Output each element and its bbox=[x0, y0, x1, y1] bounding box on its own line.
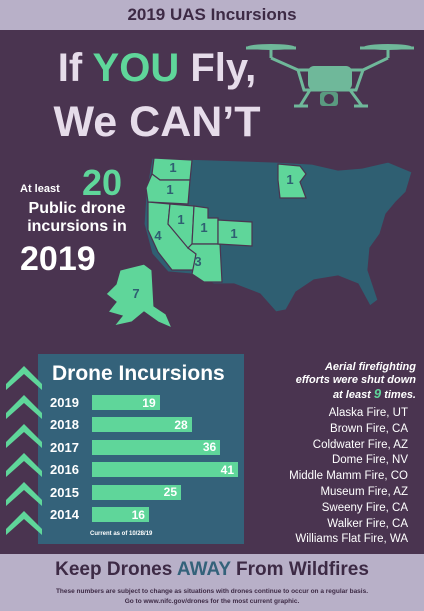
footer-disclaimer: These numbers are subject to change as s… bbox=[55, 588, 369, 595]
bar-value-label: 19 bbox=[142, 395, 156, 410]
stat-line: Public drone bbox=[28, 200, 126, 217]
fire-item: Museum Fire, AZ bbox=[320, 485, 408, 498]
chevron-up-icon bbox=[6, 366, 42, 390]
fire-item: Coldwater Fire, AZ bbox=[312, 438, 408, 451]
map-count-ak: 7 bbox=[132, 286, 139, 301]
bar-value-label: 36 bbox=[202, 440, 217, 455]
bar-category-label: 2014 bbox=[50, 507, 79, 522]
footer-bar bbox=[0, 554, 424, 611]
bar-value-label: 41 bbox=[220, 462, 234, 477]
map-count-co: 1 bbox=[230, 226, 237, 241]
aerial-note: Aerial firefighting efforts were shut do… bbox=[256, 361, 416, 402]
chart-note: Current as of 10/28/19 bbox=[90, 531, 153, 537]
map-state-mn bbox=[277, 163, 307, 199]
aerial-count: 9 bbox=[373, 386, 382, 401]
chevron-up-icon bbox=[6, 511, 42, 535]
footer-link-note: Go to www.nifc.gov/drones for the most c… bbox=[124, 598, 300, 605]
chevron-column bbox=[6, 366, 42, 535]
map-state-az bbox=[187, 243, 223, 283]
fire-item: Walker Fire, CA bbox=[327, 517, 408, 530]
aerial-line: efforts were shut down bbox=[295, 374, 416, 386]
fire-item: Williams Flat Fire, WA bbox=[295, 533, 408, 546]
stat-count: 20 bbox=[82, 162, 123, 203]
chevron-up-icon bbox=[6, 395, 42, 419]
map-count-mn: 1 bbox=[286, 172, 293, 187]
slogan-text: From Wildfires bbox=[230, 559, 369, 580]
chart-title: Drone Incursions bbox=[52, 362, 225, 385]
headline-text: If bbox=[57, 46, 93, 90]
chevron-up-icon bbox=[6, 453, 42, 477]
map-state-co bbox=[217, 219, 253, 247]
bar-value-label: 25 bbox=[163, 485, 178, 500]
aerial-text: times. bbox=[381, 389, 416, 401]
bar: 16 bbox=[92, 507, 149, 522]
fire-list: Alaska Fire, UT Brown Fire, CA Coldwater… bbox=[289, 406, 408, 548]
aerial-text: at least bbox=[332, 389, 374, 401]
fire-item: Dome Fire, NV bbox=[331, 454, 408, 467]
fire-item: Alaska Fire, UT bbox=[328, 407, 408, 419]
stat-prefix: At least bbox=[20, 183, 60, 195]
slogan-accent: AWAY bbox=[176, 559, 231, 580]
header-bar: 2019 UAS Incursions bbox=[0, 0, 424, 30]
bar-category-label: 2016 bbox=[50, 462, 79, 478]
headline-line1: If YOU Fly, bbox=[12, 48, 302, 88]
fire-item: Middle Mamm Fire, CO bbox=[289, 470, 408, 483]
stat-line: incursions in bbox=[27, 218, 127, 235]
stat-description: Public drone incursions in bbox=[18, 200, 136, 236]
footer-slogan: Keep Drones AWAY From Wildfires bbox=[0, 559, 424, 581]
map-count-or: 1 bbox=[166, 182, 173, 197]
bar-category-label: 2018 bbox=[50, 417, 79, 433]
bar: 28 bbox=[92, 417, 192, 433]
aerial-line: at least 9 times. bbox=[256, 387, 416, 402]
bar-value-label: 28 bbox=[174, 417, 188, 432]
bar-category-label: 2017 bbox=[50, 439, 79, 455]
bar: 36 bbox=[92, 439, 221, 455]
map-state-or bbox=[145, 173, 191, 205]
headline-line2: We CAN’T bbox=[53, 98, 261, 146]
map-state-ak bbox=[105, 263, 174, 330]
fire-item: Brown Fire, CA bbox=[330, 422, 408, 435]
bar: 25 bbox=[92, 484, 182, 500]
page-title: 2019 UAS Incursions bbox=[127, 5, 297, 24]
bar: 41 bbox=[92, 462, 238, 478]
headline-text: Fly, bbox=[179, 46, 257, 90]
map-count-wa: 1 bbox=[169, 160, 176, 175]
map-count-nv: 1 bbox=[177, 212, 184, 227]
map-count-az: 3 bbox=[194, 254, 201, 269]
drone-icon bbox=[246, 44, 414, 108]
slogan-text: Keep Drones bbox=[55, 559, 177, 580]
bar: 19 bbox=[92, 395, 160, 410]
aerial-line: Aerial firefighting bbox=[324, 361, 416, 373]
chevron-up-icon bbox=[6, 482, 42, 506]
headline-accent: YOU bbox=[92, 46, 180, 90]
chevron-up-icon bbox=[6, 424, 42, 448]
map-count-ca: 4 bbox=[154, 228, 162, 243]
bar-value-label: 16 bbox=[131, 507, 145, 522]
map-count-ut: 1 bbox=[200, 220, 207, 235]
bar-category-label: 2015 bbox=[50, 484, 79, 500]
bar-category-label: 2019 bbox=[50, 395, 79, 410]
stat-year: 2019 bbox=[20, 240, 96, 278]
fire-item: Sweeny Fire, CA bbox=[321, 501, 408, 514]
